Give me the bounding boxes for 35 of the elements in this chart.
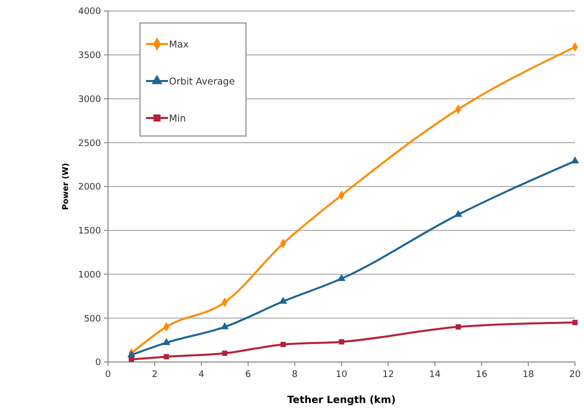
x-tick-label: 0 bbox=[105, 370, 112, 380]
point bbox=[454, 210, 462, 217]
x-axis-title: Tether Length (km) bbox=[287, 395, 396, 406]
x-tick-label: 6 bbox=[245, 370, 252, 380]
y-tick-label: 2500 bbox=[78, 138, 102, 149]
y-tick-label: 500 bbox=[84, 314, 102, 324]
y-tick-label: 0 bbox=[95, 358, 102, 368]
legend-label: Orbit Average bbox=[169, 76, 235, 88]
y-tick-label: 3000 bbox=[78, 94, 102, 105]
legend-label: Min bbox=[169, 113, 186, 124]
x-tick-label: 2 bbox=[152, 370, 158, 380]
point bbox=[280, 342, 286, 348]
x-tick-label: 16 bbox=[476, 370, 488, 380]
y-tick-label: 4000 bbox=[78, 7, 102, 18]
x-tick-label: 8 bbox=[292, 370, 298, 380]
x-tick-label: 18 bbox=[522, 370, 534, 380]
point bbox=[338, 339, 344, 344]
point bbox=[222, 350, 228, 356]
x-tick-label: 14 bbox=[429, 370, 441, 380]
y-tick-label: 2000 bbox=[78, 182, 102, 193]
y-tick-label: 1500 bbox=[78, 226, 102, 237]
x-tick-label: 12 bbox=[382, 370, 394, 380]
point bbox=[279, 296, 288, 304]
y-tick-label: 3500 bbox=[78, 51, 102, 62]
x-tick-label: 20 bbox=[569, 370, 581, 380]
point bbox=[162, 338, 170, 346]
point bbox=[456, 324, 461, 330]
y-axis-title: Power (W) bbox=[61, 162, 70, 210]
point bbox=[164, 354, 170, 360]
legend-label: Max bbox=[169, 39, 190, 50]
x-tick-label: 4 bbox=[198, 370, 205, 380]
x-tick-label: 10 bbox=[336, 370, 348, 380]
point bbox=[128, 356, 134, 362]
point bbox=[220, 322, 229, 330]
y-tick-label: 1000 bbox=[78, 270, 102, 280]
